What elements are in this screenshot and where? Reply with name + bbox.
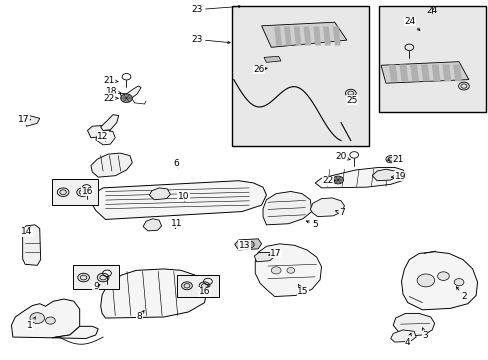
Polygon shape [87,126,110,138]
Circle shape [97,273,109,282]
Text: 14: 14 [21,227,32,237]
Text: 9: 9 [93,282,100,291]
Polygon shape [24,116,40,126]
Polygon shape [255,244,321,297]
Text: 23: 23 [191,5,241,14]
Polygon shape [234,239,261,250]
Polygon shape [254,252,273,262]
Circle shape [30,313,44,323]
Text: 19: 19 [390,172,406,181]
Polygon shape [303,27,311,45]
Text: 24: 24 [404,17,419,31]
Circle shape [45,317,55,324]
Polygon shape [442,64,450,81]
Text: 4: 4 [404,333,410,347]
Text: 6: 6 [173,159,179,169]
Text: 16: 16 [198,287,210,296]
Text: 13: 13 [238,241,250,250]
Bar [232,6,368,146]
Polygon shape [143,219,161,231]
Text: 22: 22 [322,176,335,185]
Text: 17: 17 [19,115,30,124]
Bar [378,6,485,112]
Polygon shape [91,153,132,177]
Text: 23: 23 [191,35,230,44]
Polygon shape [409,64,418,81]
Polygon shape [390,330,415,342]
Text: 17: 17 [268,249,282,258]
Polygon shape [452,64,461,81]
Text: 26: 26 [253,65,266,74]
Text: 21: 21 [103,76,118,85]
Polygon shape [399,64,407,81]
Polygon shape [313,27,321,45]
Polygon shape [263,192,311,225]
Polygon shape [22,225,41,265]
Polygon shape [315,167,406,188]
Polygon shape [401,252,477,310]
Circle shape [244,241,254,248]
Circle shape [332,176,343,184]
Polygon shape [264,56,281,62]
Polygon shape [149,188,170,200]
Polygon shape [101,269,206,318]
Text: 22: 22 [103,94,118,103]
Circle shape [286,267,294,273]
Polygon shape [323,27,330,45]
Polygon shape [101,115,119,131]
Text: 25: 25 [346,95,357,105]
Polygon shape [420,64,429,81]
Circle shape [271,267,281,274]
Polygon shape [91,181,266,220]
Circle shape [78,273,89,282]
Text: 15: 15 [297,284,308,296]
Polygon shape [332,27,340,45]
Circle shape [385,156,395,163]
Text: 12: 12 [97,132,108,141]
Polygon shape [284,27,291,45]
Circle shape [199,282,209,290]
Polygon shape [392,314,434,336]
Text: 2: 2 [455,287,466,301]
Polygon shape [431,64,440,81]
Polygon shape [274,27,282,45]
Circle shape [181,282,192,290]
Text: 8: 8 [137,311,144,321]
Circle shape [121,94,132,103]
Polygon shape [52,326,98,338]
Text: 5: 5 [305,220,317,229]
Polygon shape [96,131,115,145]
Polygon shape [120,86,141,98]
Circle shape [416,274,434,287]
Polygon shape [293,27,301,45]
Polygon shape [261,22,346,47]
Text: 21: 21 [387,155,403,164]
Polygon shape [388,64,397,81]
Circle shape [458,82,468,90]
Polygon shape [310,198,344,217]
Text: 11: 11 [170,219,182,229]
Text: 10: 10 [178,192,189,201]
Bar [177,275,218,297]
Text: 16: 16 [81,187,93,196]
Text: 1: 1 [27,317,35,330]
Text: 24: 24 [426,6,437,15]
Bar [73,265,119,289]
Circle shape [57,188,69,197]
Polygon shape [11,299,80,338]
Circle shape [453,279,463,286]
Polygon shape [380,62,468,83]
Text: 7: 7 [335,208,344,217]
Text: 3: 3 [421,328,427,341]
Polygon shape [371,169,396,181]
Circle shape [77,188,88,197]
Text: 18: 18 [106,86,121,95]
Circle shape [437,272,448,280]
Circle shape [345,89,355,97]
Bar [52,179,98,205]
Text: 20: 20 [335,152,349,161]
